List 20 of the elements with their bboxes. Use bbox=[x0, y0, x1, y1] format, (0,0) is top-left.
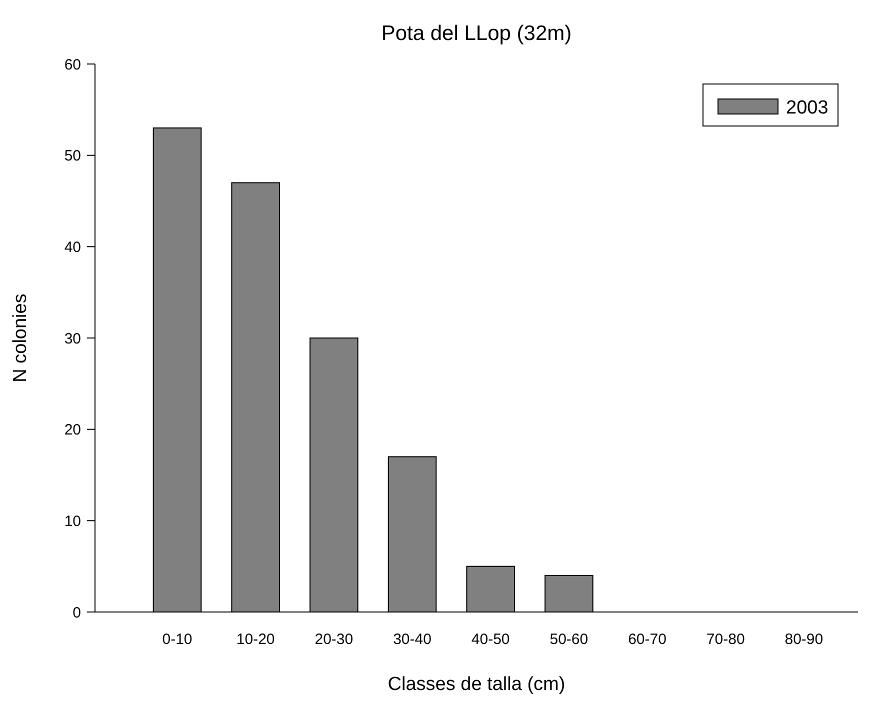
x-tick-label: 10-20 bbox=[236, 631, 275, 648]
x-tick-label: 50-60 bbox=[550, 631, 588, 648]
y-tick-label: 30 bbox=[64, 330, 81, 348]
y-tick-label: 0 bbox=[72, 604, 81, 622]
x-tick-label: 70-80 bbox=[706, 631, 745, 648]
x-tick-label: 0-10 bbox=[162, 631, 192, 648]
y-tick-label: 20 bbox=[64, 422, 81, 439]
legend-label: 2003 bbox=[786, 98, 828, 119]
y-tick-label: 60 bbox=[64, 56, 81, 74]
x-tick-label: 30-40 bbox=[393, 631, 432, 648]
y-tick-label: 50 bbox=[64, 148, 81, 165]
x-tick-label: 80-90 bbox=[784, 631, 824, 648]
x-axis-title: Classes de talla (cm) bbox=[388, 674, 566, 695]
chart-title: Pota del LLop (32m) bbox=[381, 22, 572, 45]
x-tick-label: 60-70 bbox=[628, 631, 666, 648]
x-tick-label: 40-50 bbox=[471, 631, 510, 648]
y-tick-label: 40 bbox=[64, 238, 81, 256]
y-tick-label: 10 bbox=[64, 512, 81, 530]
x-tick-label: 20-30 bbox=[314, 631, 354, 648]
y-axis-title: N colonies bbox=[10, 294, 31, 382]
